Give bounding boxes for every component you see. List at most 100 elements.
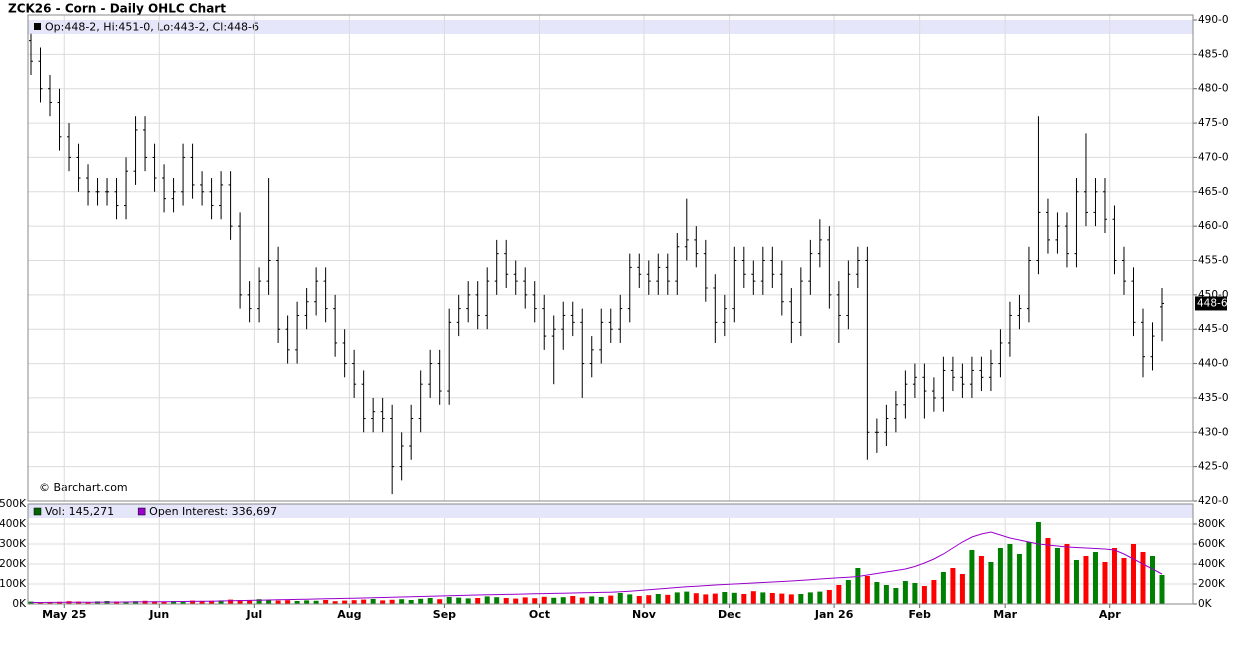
volume-bar bbox=[1159, 574, 1165, 604]
y-tick-label: 400K bbox=[0, 518, 27, 530]
volume-bar bbox=[275, 600, 281, 604]
volume-bar bbox=[190, 600, 196, 604]
volume-bar bbox=[1045, 538, 1051, 604]
volume-bar bbox=[817, 591, 823, 604]
legend-label: Open Interest: 336,697 bbox=[149, 505, 277, 518]
volume-bar bbox=[560, 597, 566, 604]
y2-tick-label: 200K bbox=[1198, 578, 1226, 590]
volume-bar bbox=[247, 600, 253, 604]
volume-bar bbox=[551, 597, 557, 604]
volume-header bbox=[28, 504, 1193, 518]
y-tick-label: 485-0 bbox=[1198, 48, 1229, 60]
legend-swatch bbox=[137, 507, 146, 516]
legend-label: Vol: 145,271 bbox=[45, 505, 114, 518]
volume-bar bbox=[85, 602, 91, 604]
x-tick-label: Oct bbox=[529, 608, 550, 621]
volume-bar bbox=[836, 585, 842, 604]
y-tick-label: 455-0 bbox=[1198, 255, 1229, 267]
price-frame bbox=[27, 14, 1194, 502]
volume-bar bbox=[152, 601, 158, 604]
volume-bar bbox=[399, 599, 405, 604]
volume-bar bbox=[532, 598, 538, 604]
volume-bar bbox=[1111, 548, 1117, 604]
volume-bar bbox=[617, 593, 623, 604]
volume-bar bbox=[722, 592, 728, 604]
volume-bar bbox=[237, 600, 243, 604]
volume-bar bbox=[370, 599, 376, 604]
volume-bar bbox=[503, 598, 509, 604]
y-tick-label: 100K bbox=[0, 578, 27, 590]
x-tick-label: Jul bbox=[245, 608, 262, 621]
legend-swatch bbox=[34, 23, 41, 30]
legend-swatch bbox=[33, 507, 42, 516]
volume-bar bbox=[1035, 522, 1041, 604]
volume-bar bbox=[921, 586, 927, 604]
volume-bar bbox=[218, 600, 224, 604]
x-tick-label: Aug bbox=[337, 608, 361, 621]
volume-bar bbox=[665, 594, 671, 604]
volume-bar bbox=[1026, 542, 1032, 604]
y2-tick-label: 600K bbox=[1198, 538, 1226, 550]
volume-bar bbox=[807, 592, 813, 604]
volume-bar bbox=[931, 580, 937, 604]
y-tick-label: 480-0 bbox=[1198, 83, 1229, 95]
volume-bar bbox=[114, 601, 120, 604]
y-tick-label: 460-0 bbox=[1198, 220, 1229, 232]
y-tick-label: 490-0 bbox=[1198, 14, 1229, 26]
volume-bar bbox=[997, 548, 1003, 604]
volume-bar bbox=[570, 596, 576, 604]
volume-bar bbox=[950, 568, 956, 604]
last-price-tag bbox=[1195, 296, 1227, 311]
volume-bar bbox=[779, 593, 785, 604]
volume-bar bbox=[826, 590, 832, 604]
volume-bar bbox=[845, 580, 851, 604]
volume-bar bbox=[180, 601, 186, 604]
volume-bar bbox=[893, 588, 899, 604]
volume-bar bbox=[342, 600, 348, 604]
open-interest-line bbox=[31, 531, 1163, 603]
volume-bar bbox=[380, 600, 386, 604]
y-tick-label: 435-0 bbox=[1198, 392, 1229, 404]
volume-bar bbox=[266, 599, 272, 604]
volume-bar bbox=[864, 576, 870, 604]
volume-bar bbox=[855, 568, 861, 604]
volume-bar bbox=[769, 593, 775, 604]
volume-bar bbox=[133, 601, 139, 604]
volume-bar bbox=[446, 597, 452, 604]
volume-bar bbox=[684, 591, 690, 604]
volume-bar bbox=[323, 600, 329, 604]
volume-bar bbox=[522, 597, 528, 604]
y-tick-label: 0K bbox=[12, 598, 27, 610]
x-tick-label: Apr bbox=[1099, 608, 1121, 621]
volume-bar bbox=[627, 594, 633, 604]
volume-bar bbox=[902, 581, 908, 604]
volume-bar bbox=[484, 596, 490, 604]
volume-bar bbox=[332, 601, 338, 604]
x-tick-label: Jun bbox=[148, 608, 169, 621]
volume-bar bbox=[475, 598, 481, 604]
y2-tick-label: 400K bbox=[1198, 558, 1226, 570]
volume-bar bbox=[1102, 562, 1108, 604]
volume-bar bbox=[636, 596, 642, 604]
volume-bar bbox=[959, 574, 965, 604]
x-tick-label: Jan 26 bbox=[814, 608, 854, 621]
volume-bar bbox=[313, 600, 319, 604]
volume-bar bbox=[256, 599, 262, 604]
volume-bar bbox=[883, 585, 889, 604]
volume-bar bbox=[123, 601, 129, 604]
volume-bar bbox=[209, 600, 215, 604]
volume-bar bbox=[513, 598, 519, 604]
x-tick-label: Mar bbox=[993, 608, 1017, 621]
volume-bar bbox=[1130, 544, 1136, 604]
volume-bar bbox=[978, 556, 984, 604]
volume-bar bbox=[389, 599, 395, 604]
volume-bar bbox=[579, 597, 585, 604]
volume-bar bbox=[1007, 544, 1013, 604]
volume-bar bbox=[456, 597, 462, 604]
x-tick-label: Feb bbox=[908, 608, 931, 621]
y-tick-label: 445-0 bbox=[1198, 323, 1229, 335]
y-tick-label: 200K bbox=[0, 558, 27, 570]
x-tick-label: Dec bbox=[718, 608, 741, 621]
volume-frame bbox=[27, 503, 1194, 605]
